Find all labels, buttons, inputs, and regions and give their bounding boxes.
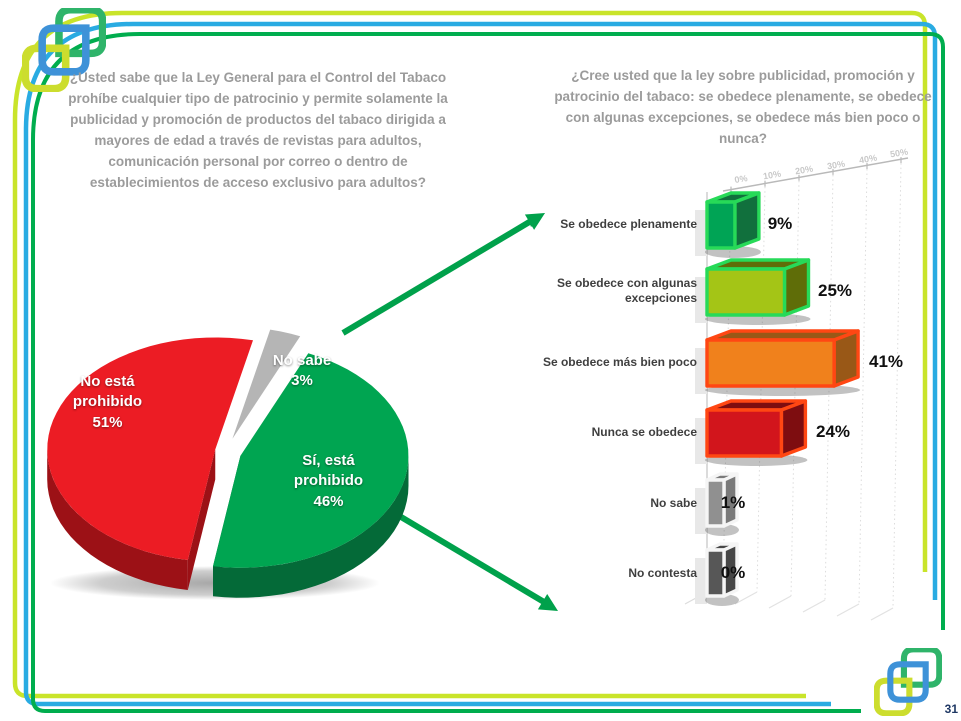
- bar-category-6: No contesta: [628, 565, 697, 580]
- pie-chart: [47, 329, 409, 600]
- bar-value-1: 9%: [767, 214, 793, 233]
- pie-label-si-esta-prohibido: Sí, está prohibido 46%: [293, 452, 364, 510]
- bar-value-5: 1%: [720, 493, 746, 512]
- arrow-down-right: [389, 508, 558, 611]
- bar-value-3: 41%: [868, 352, 904, 371]
- logo-leaf-green: [55, 8, 106, 58]
- frame-line-green: [31, 32, 945, 713]
- pie-label-no-esta-prohibido: No está prohibido 51%: [72, 373, 143, 431]
- bar-category-5: No sabe: [650, 495, 697, 510]
- pie-label-no-sabe: No sabe 3%: [272, 352, 332, 390]
- bar-category-4: Nunca se obedece: [591, 424, 697, 439]
- axis-tick-0: 0%: [733, 173, 749, 185]
- page-number: 31: [944, 702, 958, 716]
- bar-value-2: 25%: [817, 281, 853, 300]
- bar-value-6: 0%: [720, 563, 746, 582]
- bar-category-2: Se obedece con algunas excepciones: [556, 276, 697, 305]
- bar-chart: [684, 157, 909, 621]
- logo-leaf-green: [900, 648, 942, 688]
- bar-chart-question: ¿Cree usted que la ley sobre publicidad,…: [554, 68, 932, 146]
- logo-leaf-blue: [38, 24, 90, 76]
- arrow-to-bar-chart: [341, 213, 545, 336]
- bar-category-1: Se obedece plenamente: [560, 216, 697, 231]
- logo-bottom-right: [874, 648, 942, 716]
- bar-value-4: 24%: [815, 422, 851, 441]
- logo-leaf-yellow: [22, 44, 70, 92]
- logo-top-left: [22, 8, 106, 92]
- bar-category-3: Se obedece más bien poco: [542, 354, 697, 369]
- pie-chart-question: ¿Usted sabe que la Ley General para el C…: [68, 70, 448, 190]
- logo-leaf-blue: [887, 661, 929, 703]
- logo-leaf-yellow: [874, 677, 913, 716]
